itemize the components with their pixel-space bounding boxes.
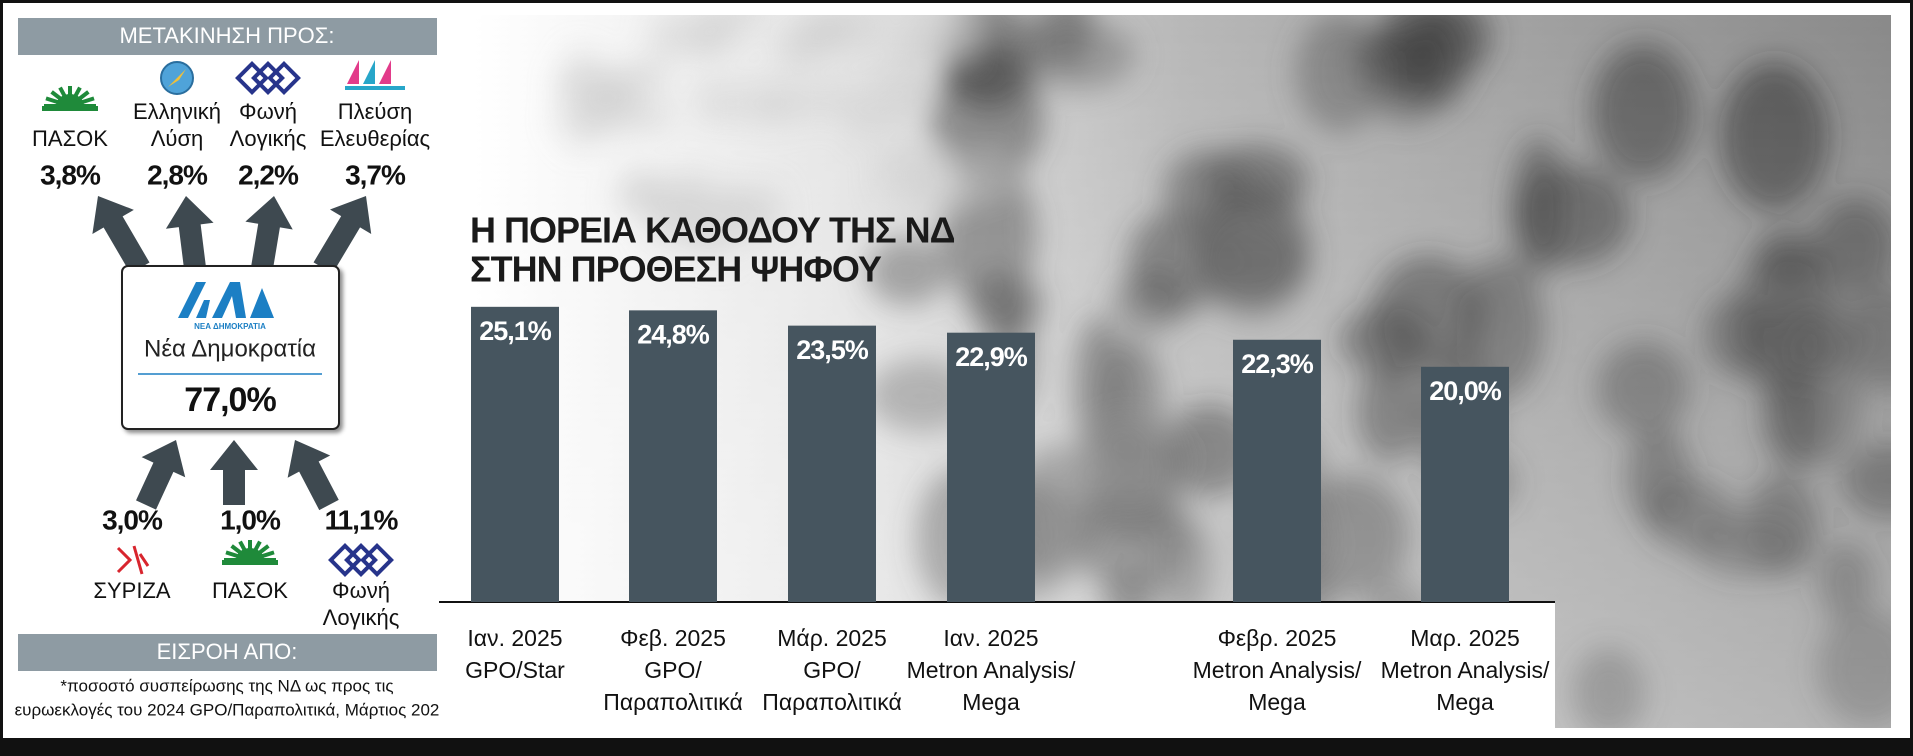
flow-arrow <box>92 196 150 274</box>
logo-stroke <box>212 282 246 318</box>
x-tick-label: Ιαν. 2025 <box>467 625 562 651</box>
frame-bottom <box>0 738 1913 756</box>
x-tick-label: GPO/Star <box>465 657 565 683</box>
x-tick-label: Ιαν. 2025 <box>943 625 1038 651</box>
party-name: ΠΑΣΟΚ <box>32 126 108 151</box>
x-tick-label: Mega <box>1248 689 1306 715</box>
x-tick-label: Μαρ. 2025 <box>1410 625 1520 651</box>
icon-sail <box>379 60 391 84</box>
note-line: ευρωεκλογές του 2024 GPO/Παραπολιτικά, Μ… <box>15 700 440 719</box>
bar <box>947 332 1035 602</box>
nd-logo <box>178 282 274 318</box>
x-tick-label: Metron Analysis/ <box>907 657 1076 683</box>
logo-stroke <box>250 288 274 318</box>
bar <box>629 310 717 602</box>
bar <box>1233 339 1321 602</box>
icon-diamond <box>360 543 394 577</box>
party-name: Φωνή <box>239 99 297 124</box>
party-name: Φωνή <box>332 578 390 603</box>
party-name: ΣΥΡΙΖΑ <box>93 578 170 603</box>
icon-ground <box>42 106 98 111</box>
flow-arrow <box>287 440 339 511</box>
x-tick-label: GPO/ <box>644 657 702 683</box>
bar-value-label: 22,9% <box>955 342 1028 372</box>
flow-arrow <box>210 440 258 505</box>
flow-arrow <box>165 196 214 270</box>
note-line: *ποσοστό συσπείρωσης της ΝΔ ως προς τις <box>60 676 393 695</box>
x-tick-label: Mega <box>1436 689 1494 715</box>
bar-value-label: 24,8% <box>637 319 710 349</box>
crowd-photo <box>476 15 1891 728</box>
icon-sun <box>56 94 84 106</box>
icon-water <box>345 86 405 90</box>
party-name: Ελληνική <box>133 99 221 124</box>
party-share: 1,0% <box>220 504 281 535</box>
bars: 25,1% 24,8% 23,5% 22,9% 22,3% 20,0% <box>471 306 1509 602</box>
chart-title: Η ΠΟΡΕΙΑ ΚΑΘΟΔΟΥ ΤΗΣ ΝΔ <box>470 210 955 251</box>
party-name: Λύση <box>151 126 204 151</box>
bar <box>1421 366 1509 602</box>
logo-stroke <box>196 300 210 318</box>
bar-value-label: 20,0% <box>1429 376 1502 406</box>
party-share: 3,8% <box>40 159 101 190</box>
party-icons <box>42 60 405 577</box>
x-tick-label: Παραπολιτικά <box>603 689 743 715</box>
chart-title: ΣΤΗΝ ΠΡΟΘΕΣΗ ΨΗΦΟΥ <box>470 249 882 290</box>
x-tick-label: Παραπολιτικά <box>762 689 902 715</box>
party-name: Λογικής <box>230 126 307 151</box>
party-box <box>121 265 340 430</box>
bar-value-label: 22,3% <box>1241 349 1314 379</box>
inflow-header <box>18 634 437 671</box>
x-tick-label: Μάρ. 2025 <box>777 625 887 651</box>
arrows <box>92 196 372 511</box>
party-share: 2,8% <box>147 159 208 190</box>
flow-arrow <box>245 196 293 270</box>
bar-value-label: 25,1% <box>479 316 552 346</box>
party-name: Πλεύση <box>338 99 413 124</box>
inflow-title: ΕΙΣΡΟΗ ΑΠΟ: <box>157 639 298 664</box>
label-area <box>440 602 1555 728</box>
party-share: 3,0% <box>102 504 163 535</box>
flow-arrow <box>136 440 186 510</box>
x-tick-label: Metron Analysis/ <box>1193 657 1362 683</box>
outflow-header <box>18 18 437 55</box>
icon-sun <box>236 548 264 560</box>
logo-stroke <box>178 282 206 318</box>
bar <box>788 325 876 602</box>
party-name: ΠΑΣΟΚ <box>212 578 288 603</box>
party-retention: 77,0% <box>184 381 276 419</box>
bar-value-label: 23,5% <box>796 335 869 365</box>
icon-sail <box>347 60 359 84</box>
icon-needle <box>168 69 186 87</box>
flow-arrow <box>313 196 372 274</box>
party-name: Λογικής <box>323 605 400 630</box>
party-name: Νέα Δημοκρατία <box>144 335 316 362</box>
party-name: Ελευθερίας <box>320 126 430 151</box>
icon-mark <box>116 545 150 575</box>
party-share: 2,2% <box>238 159 299 190</box>
x-tick-label: GPO/ <box>803 657 861 683</box>
x-tick-label: Metron Analysis/ <box>1381 657 1550 683</box>
party-share: 11,1% <box>325 504 399 535</box>
logo-text: ΝΕΑ ΔΗΜΟΚΡΑΤΙΑ <box>194 322 266 331</box>
icon-ground <box>222 560 278 565</box>
bar <box>471 306 559 602</box>
x-tick-label: Mega <box>962 689 1020 715</box>
outflow-title: ΜΕΤΑΚΙΝΗΣΗ ΠΡΟΣ: <box>119 23 334 48</box>
party-share: 3,7% <box>345 159 406 190</box>
icon-diamond <box>267 61 301 95</box>
x-tick-label: Φεβρ. 2025 <box>1218 625 1337 651</box>
icon-sail <box>363 60 375 84</box>
x-tick-label: Φεβ. 2025 <box>620 625 726 651</box>
